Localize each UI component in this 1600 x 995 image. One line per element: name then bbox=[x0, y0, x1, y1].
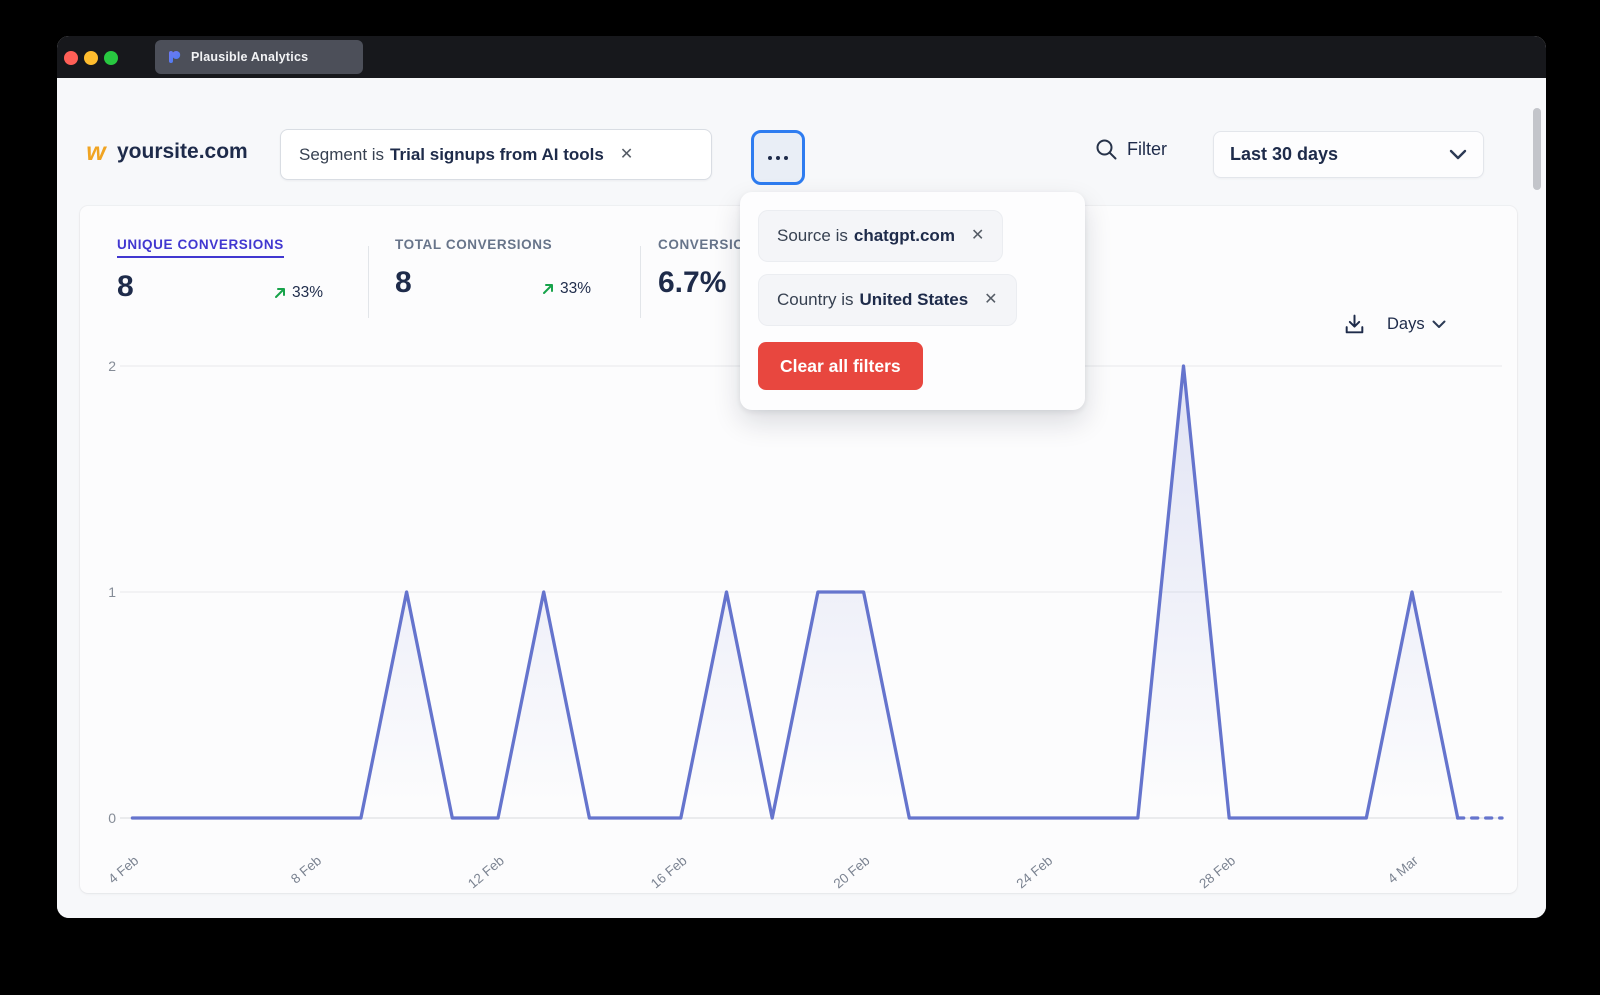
remove-segment-filter-icon[interactable]: ✕ bbox=[619, 145, 634, 163]
chart-tools: Days bbox=[1342, 312, 1446, 337]
remove-country-filter-icon[interactable]: ✕ bbox=[984, 291, 998, 308]
dashboard-content: w yoursite.com Segment is Trial signups … bbox=[57, 78, 1546, 918]
scrollbar-thumb[interactable] bbox=[1533, 108, 1541, 190]
browser-titlebar: Plausible Analytics bbox=[57, 36, 1546, 78]
arrow-up-right-icon bbox=[542, 284, 553, 294]
segment-filter-pill[interactable]: Segment is Trial signups from AI tools ✕ bbox=[280, 129, 712, 180]
filters-popup: Source is chatgpt.com ✕ Country is Unite… bbox=[740, 192, 1085, 410]
filter-label: Filter bbox=[1127, 139, 1167, 159]
metric-total-conversions[interactable]: TOTAL CONVERSIONS 8 33% bbox=[395, 236, 591, 298]
metric-label: UNIQUE CONVERSIONS bbox=[117, 237, 284, 258]
interval-select[interactable]: Days bbox=[1387, 315, 1446, 334]
more-options-button[interactable] bbox=[751, 130, 805, 185]
browser-tab[interactable]: Plausible Analytics bbox=[155, 40, 363, 74]
segment-filter-prefix: Segment is bbox=[299, 144, 385, 164]
svg-text:8 Feb: 8 Feb bbox=[288, 853, 324, 887]
metric-value: 8 bbox=[395, 266, 412, 299]
svg-text:20 Feb: 20 Feb bbox=[831, 853, 873, 892]
download-icon[interactable] bbox=[1342, 312, 1367, 337]
svg-text:1: 1 bbox=[108, 584, 116, 600]
source-filter-prefix: Source is bbox=[777, 226, 848, 245]
svg-text:16 Feb: 16 Feb bbox=[648, 853, 690, 892]
search-icon bbox=[1096, 139, 1117, 160]
country-filter-prefix: Country is bbox=[777, 290, 854, 309]
metric-value: 6.7% bbox=[658, 266, 727, 299]
chevron-down-icon bbox=[1432, 320, 1446, 328]
clear-all-filters-button[interactable]: Clear all filters bbox=[758, 342, 923, 390]
source-filter-pill[interactable]: Source is chatgpt.com ✕ bbox=[758, 210, 1004, 262]
tab-title: Plausible Analytics bbox=[191, 50, 309, 64]
svg-text:12 Feb: 12 Feb bbox=[465, 853, 507, 892]
chevron-down-icon bbox=[1449, 149, 1467, 160]
source-filter-value: chatgpt.com bbox=[853, 226, 955, 245]
metric-divider bbox=[368, 246, 369, 318]
svg-text:4 Mar: 4 Mar bbox=[1385, 852, 1421, 886]
site-favicon-icon: w bbox=[86, 138, 106, 166]
metric-unique-conversions[interactable]: UNIQUE CONVERSIONS 8 33% bbox=[117, 236, 323, 302]
site-name[interactable]: yoursite.com bbox=[117, 140, 248, 163]
close-window-button[interactable] bbox=[64, 51, 78, 65]
scrollbar-track bbox=[1531, 78, 1544, 918]
svg-text:4 Feb: 4 Feb bbox=[105, 853, 141, 887]
browser-window: Plausible Analytics w yoursite.com Segme… bbox=[57, 36, 1546, 918]
date-range-select[interactable]: Last 30 days bbox=[1213, 131, 1484, 178]
svg-text:24 Feb: 24 Feb bbox=[1013, 853, 1055, 892]
metric-change-value: 33% bbox=[291, 284, 323, 301]
country-filter-value: United States bbox=[859, 290, 969, 309]
ellipsis-icon bbox=[768, 155, 772, 160]
metric-change-value: 33% bbox=[559, 280, 591, 297]
filter-button[interactable]: Filter bbox=[1095, 138, 1167, 161]
date-range-value: Last 30 days bbox=[1230, 144, 1339, 164]
country-filter-pill[interactable]: Country is United States ✕ bbox=[758, 274, 1017, 326]
svg-text:28 Feb: 28 Feb bbox=[1196, 853, 1238, 892]
metric-change: 33% bbox=[273, 284, 323, 302]
metric-label: TOTAL CONVERSIONS bbox=[395, 237, 553, 252]
interval-value: Days bbox=[1387, 315, 1425, 333]
remove-source-filter-icon[interactable]: ✕ bbox=[970, 227, 985, 244]
plausible-logo-icon bbox=[169, 51, 181, 63]
zoom-window-button[interactable] bbox=[104, 51, 118, 65]
minimize-window-button[interactable] bbox=[84, 51, 98, 65]
svg-text:0: 0 bbox=[108, 810, 116, 826]
metric-divider bbox=[640, 246, 641, 318]
metric-change: 33% bbox=[541, 280, 591, 298]
segment-filter-value: Trial signups from AI tools bbox=[390, 144, 604, 164]
svg-text:2: 2 bbox=[108, 358, 116, 374]
arrow-up-right-icon bbox=[274, 288, 285, 298]
metric-value: 8 bbox=[117, 270, 134, 303]
